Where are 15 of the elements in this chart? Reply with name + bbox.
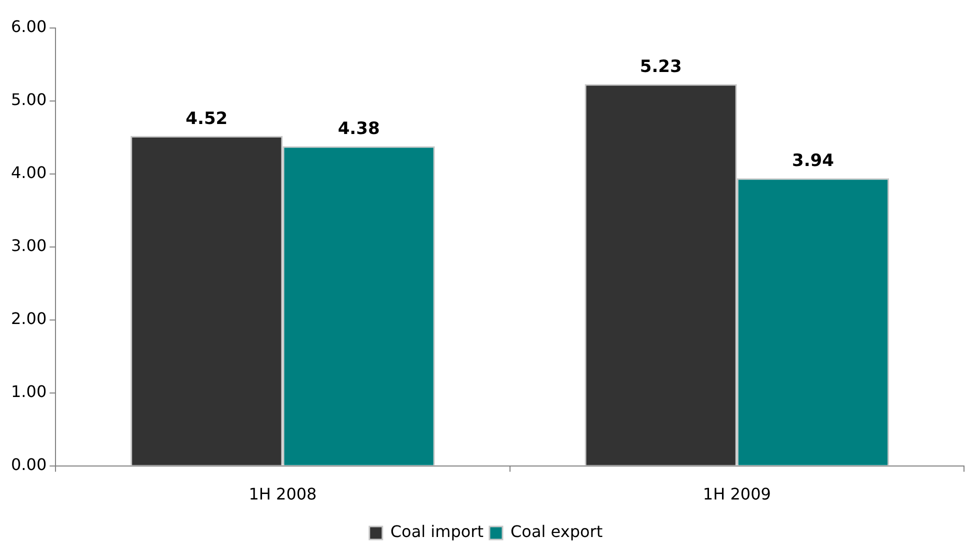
data-label: 5.23 [640, 57, 682, 78]
data-label: 3.94 [792, 151, 834, 172]
legend-label: Coal export [510, 522, 603, 542]
legend-label: Coal import [390, 522, 484, 542]
x-tick-label: 1H 2008 [248, 484, 317, 504]
data-label: 4.38 [338, 119, 380, 140]
y-tick-label: 1.00 [11, 382, 47, 401]
y-tick-label: 6.00 [11, 17, 47, 36]
data-label: 4.52 [186, 108, 228, 129]
y-tick-label: 2.00 [11, 309, 47, 328]
y-tick-label: 5.00 [11, 90, 47, 110]
y-tick-label: 3.00 [11, 236, 47, 256]
y-tick-label: 0.00 [11, 454, 47, 474]
x-tick-label: 1H 2009 [702, 484, 771, 504]
y-tick-label: 4.00 [11, 163, 47, 182]
